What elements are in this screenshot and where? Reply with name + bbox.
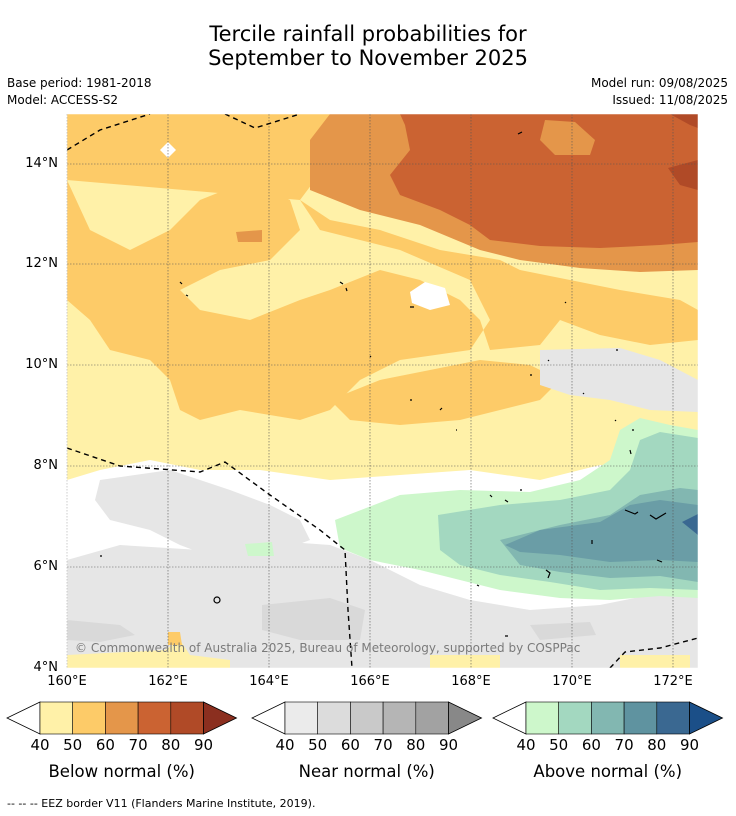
colorbar-above-left-arrow xyxy=(492,701,527,735)
colorbar-above-swatch xyxy=(591,701,625,735)
colorbar-above-swatch xyxy=(623,701,658,735)
below-60-inset xyxy=(540,120,595,155)
colorbar-above-swatch xyxy=(558,701,592,735)
islands xyxy=(100,131,667,637)
colorbar-below-swatch xyxy=(39,701,74,735)
colorbar-near-tick: 90 xyxy=(438,736,459,754)
colorbar-near-swatch xyxy=(350,701,384,735)
colorbar-above-tick: 40 xyxy=(516,736,536,754)
colorbar-below-swatch xyxy=(170,701,204,735)
below-50-region-east xyxy=(470,270,698,345)
below-70-region xyxy=(390,114,698,248)
colorbar-near-swatch xyxy=(415,701,449,735)
colorbar-above-tick: 70 xyxy=(614,736,634,754)
near-40-region-east xyxy=(540,348,698,412)
lat-label-14: 14°N xyxy=(25,156,58,171)
colorbar-below-tick: 50 xyxy=(63,736,83,754)
below-40-strip-south-east xyxy=(430,655,690,668)
colorbar-below-left-arrow xyxy=(6,701,41,735)
colorbar-near-tick: 50 xyxy=(308,736,328,754)
colorbar-near-tick: 70 xyxy=(373,736,393,754)
colorbar-near-swatch xyxy=(317,701,351,735)
copyright-notice: © Commonwealth of Australia 2025, Bureau… xyxy=(75,641,581,655)
colorbar-below-swatch xyxy=(105,701,139,735)
colorbar-above-tick: 60 xyxy=(581,736,601,754)
colorbar-near-swatch xyxy=(284,701,319,735)
colorbar-below-tick: 90 xyxy=(193,736,214,754)
title-line-2: September to November 2025 xyxy=(208,46,528,70)
below-80-region xyxy=(668,114,698,190)
colorbar-below-right-arrow xyxy=(203,701,238,735)
near-40-region-west xyxy=(95,470,310,560)
colorbar-near-tick: 60 xyxy=(340,736,360,754)
colorbar-near-title: Near normal (%) xyxy=(298,762,435,781)
colorbar-above-swatch xyxy=(656,701,690,735)
colorbar-near-tick: 40 xyxy=(275,736,295,754)
model-name: Model: ACCESS-S2 xyxy=(7,93,119,107)
issued-date: Issued: 11/08/2025 xyxy=(612,93,728,107)
lat-label-8: 8°N xyxy=(33,458,59,473)
colorbar-near-tick: 80 xyxy=(406,736,426,754)
colorbar-near-swatch xyxy=(382,701,417,735)
lon-label-170: 170°E xyxy=(552,674,592,689)
lat-label-4: 4°N xyxy=(33,660,59,675)
near-50-patch xyxy=(262,598,365,640)
lon-label-172: 172°E xyxy=(653,674,693,689)
map-frame xyxy=(66,113,699,669)
colorbar-above-tick: 80 xyxy=(647,736,667,754)
colorbar-above-swatch xyxy=(525,701,560,735)
white-patch-1 xyxy=(410,282,450,310)
below-50-dot-south xyxy=(168,632,182,645)
colorbar-below-swatch xyxy=(137,701,172,735)
below-50-region-south xyxy=(330,360,560,425)
colorbar-above-tick: 50 xyxy=(549,736,569,754)
probability-field xyxy=(67,114,698,668)
near-50-patch-east xyxy=(530,622,596,640)
eez-footnote: -- -- -- EEZ border V11 (Flanders Marine… xyxy=(7,797,316,810)
lat-label-12: 12°N xyxy=(25,256,58,271)
title-line-1: Tercile rainfall probabilities for xyxy=(209,22,527,46)
lon-label-160: 160°E xyxy=(47,674,87,689)
meta-right: Model run: 09/08/2025 Issued: 11/08/2025 xyxy=(591,75,728,109)
meta-left: Base period: 1981-2018 Model: ACCESS-S2 xyxy=(7,75,152,109)
eez-borders xyxy=(67,114,698,668)
above-80-patch xyxy=(682,514,698,535)
base-period: Base period: 1981-2018 xyxy=(7,76,152,90)
lon-label-162: 162°E xyxy=(148,674,188,689)
colorbars xyxy=(6,701,724,735)
lat-label-10: 10°N xyxy=(25,357,58,372)
above-40-patch xyxy=(245,542,274,556)
colorbar-below-swatch xyxy=(72,701,106,735)
colorbar-near-right-arrow xyxy=(448,701,483,735)
lat-label-6: 6°N xyxy=(33,559,59,574)
below-50-region xyxy=(67,114,560,420)
below-40-strip-south xyxy=(67,640,230,668)
colorbar-below-title: Below normal (%) xyxy=(48,762,195,781)
model-run: Model run: 09/08/2025 xyxy=(590,76,728,90)
below-60-patch xyxy=(236,230,262,242)
colorbar-above-tick: 90 xyxy=(679,736,700,754)
colorbar-above-title: Above normal (%) xyxy=(533,762,683,781)
colorbar-below-tick: 40 xyxy=(30,736,50,754)
lon-label-164: 164°E xyxy=(249,674,289,689)
near-50-patch-west xyxy=(67,620,135,642)
colorbar-below-tick: 80 xyxy=(161,736,181,754)
lon-label-168: 168°E xyxy=(451,674,491,689)
colorbar-above-right-arrow xyxy=(689,701,724,735)
lon-label-166: 166°E xyxy=(350,674,390,689)
colorbar-near-left-arrow xyxy=(251,701,286,735)
colorbar-below-tick: 70 xyxy=(128,736,148,754)
map-title: Tercile rainfall probabilities for Septe… xyxy=(0,22,736,70)
colorbar-below-tick: 60 xyxy=(95,736,115,754)
